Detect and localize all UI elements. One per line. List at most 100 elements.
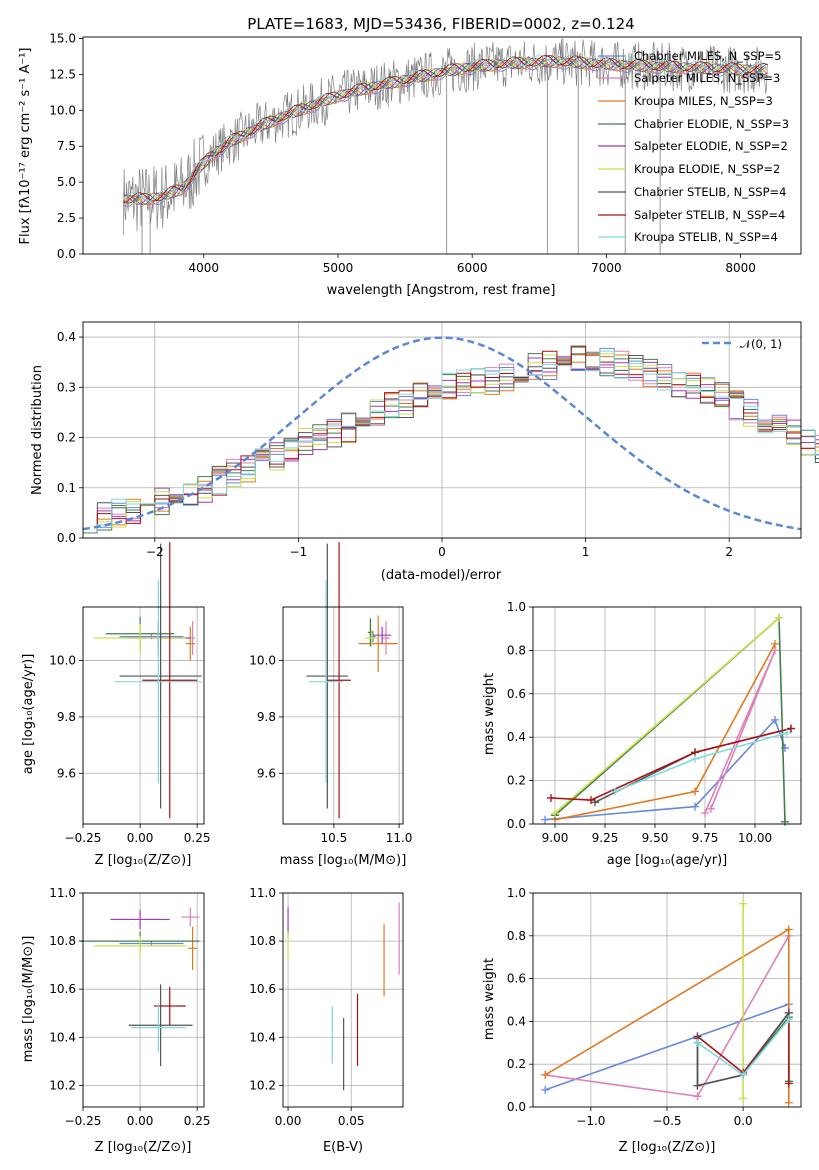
legend-entry: Chabrier MILES, N_SSP=5 — [634, 49, 781, 63]
y-tick-label: 0.6 — [507, 687, 526, 701]
axes-frame — [532, 892, 802, 1108]
weight-marker-salpeter_stelib — [547, 793, 555, 802]
y-tick-label: 5.0 — [57, 175, 76, 189]
y-tick-label: 2.5 — [57, 211, 76, 225]
axes-frame — [282, 892, 404, 1108]
axes-frame — [82, 36, 802, 255]
spectrum-xlabel: wavelength [Angstrom, rest frame] — [327, 283, 556, 298]
y-tick-label: 0.0 — [507, 817, 526, 831]
model-line-chabrier_miles — [123, 58, 768, 208]
spectrum-ylabel: Flux [fλ10⁻¹⁷ erg cm⁻² s⁻¹ A⁻¹] — [18, 48, 33, 245]
residuals-xlabel: (data-model)/error — [381, 568, 502, 583]
weight-line-chabrier_miles — [544, 718, 786, 821]
x-tick-label: 9.50 — [642, 831, 669, 845]
y-tick-label: 9.8 — [57, 710, 76, 724]
x-tick-label: 10.5 — [321, 831, 348, 845]
residual-hist-chabrier_stelib — [83, 353, 819, 534]
weight-marker-kroupa_stelib — [783, 728, 791, 737]
x-tick-label: 11.0 — [386, 831, 413, 845]
legend-entry: Salpeter STELIB, N_SSP=4 — [634, 208, 785, 222]
weight-marker-chabrier_elodie — [781, 817, 789, 826]
x-tick-label: 0.0 — [734, 1114, 753, 1128]
axes-frame — [282, 606, 404, 825]
y-tick-label: 7.5 — [57, 139, 76, 153]
y-tick-label: 10.2 — [249, 1078, 276, 1092]
x-tick-label: −0.25 — [65, 1114, 102, 1128]
axes-layer: 4000 5000 6000 7000 80000.02.55.07.510.012.5… — [49, 31, 802, 1128]
residual-hist-chabrier_miles — [83, 347, 819, 534]
legend-entry: Kroupa ELODIE, N_SSP=2 — [634, 162, 780, 176]
massZ-xlabel: Z [log₁₀(Z/Z⊙)] — [95, 1140, 192, 1155]
y-tick-label: 10.6 — [249, 982, 276, 996]
x-tick-label: 9.25 — [592, 831, 619, 845]
x-tick-label: 10.00 — [738, 831, 772, 845]
weight-marker-kroupa_stelib — [739, 1070, 748, 1079]
x-tick-label: 6000 — [457, 261, 488, 275]
grid-layer — [82, 322, 801, 1108]
y-tick-label: 0.0 — [507, 1100, 526, 1114]
weight-line-salpeter_stelib — [550, 727, 792, 801]
weight-marker-chabrier_miles — [691, 802, 699, 811]
legend-entry: Kroupa MILES, N_SSP=3 — [634, 94, 773, 108]
x-tick-label: 9.00 — [542, 831, 569, 845]
x-tick-label: 8000 — [725, 261, 756, 275]
x-tick-label: 2 — [725, 545, 733, 559]
x-tick-label: 0 — [438, 545, 446, 559]
weight-marker-chabrier_miles — [541, 1085, 550, 1094]
y-tick-label: 11.0 — [49, 886, 76, 900]
y-tick-label: 10.4 — [249, 1030, 276, 1044]
y-tick-label: 10.4 — [49, 1030, 76, 1044]
y-tick-label: 0.2 — [507, 774, 526, 788]
x-tick-label: 9.75 — [692, 831, 719, 845]
normal-curve — [82, 336, 802, 531]
residuals-legend: 𝒩(0, 1) — [702, 337, 782, 351]
x-tick-label: 7000 — [591, 261, 622, 275]
legend-entry: Chabrier STELIB, N_SSP=4 — [634, 185, 786, 199]
weight-line-chabrier_stelib — [696, 1012, 790, 1087]
weight-marker-kroupa_miles — [784, 925, 793, 934]
y-tick-label: 0.4 — [507, 1014, 526, 1028]
ageZ-xlabel: Z [log₁₀(Z/Z⊙)] — [95, 853, 192, 868]
y-tick-label: 9.8 — [257, 710, 276, 724]
y-tick-label: 9.6 — [257, 766, 276, 780]
data-layer — [80, 37, 819, 1107]
weight-marker-kroupa_stelib — [691, 754, 699, 763]
x-tick-label: −1 — [290, 545, 308, 559]
y-tick-label: 0.1 — [57, 481, 76, 495]
model-line-chabrier_stelib — [123, 54, 768, 204]
y-tick-label: 10.6 — [49, 982, 76, 996]
residual-hist-salpeter_elodie — [83, 357, 819, 534]
model-line-chabrier_elodie — [123, 57, 768, 206]
y-tick-label: 10.2 — [49, 1078, 76, 1092]
weight-marker-kroupa_stelib — [693, 1038, 702, 1047]
wZ-xlabel: Z [log₁₀(Z/Z⊙)] — [619, 1140, 716, 1155]
residual-hist-kroupa_stelib — [83, 350, 819, 534]
weight-line-chabrier_miles — [544, 1003, 790, 1091]
ageMass-xlabel: mass [log₁₀(M/M⊙)] — [280, 853, 407, 868]
x-tick-label: 0.25 — [184, 831, 211, 845]
legend-entry: Salpeter ELODIE, N_SSP=2 — [634, 139, 788, 153]
x-tick-label: −1.0 — [576, 1114, 605, 1128]
axes-frame — [532, 606, 802, 825]
legend-entry: Salpeter MILES, N_SSP=3 — [634, 71, 780, 85]
residuals-ylabel: Normed distribution — [30, 365, 45, 495]
weight-marker-kroupa_miles — [771, 639, 779, 648]
weight-marker-kroupa_elodie — [739, 899, 748, 908]
x-tick-label: 0.25 — [184, 1114, 211, 1128]
x-tick-label: 5000 — [323, 261, 354, 275]
x-tick-label: 1 — [582, 545, 590, 559]
model-line-kroupa_stelib — [122, 54, 768, 202]
model-line-kroupa_elodie — [122, 55, 768, 205]
x-tick-label: 0.00 — [127, 1114, 154, 1128]
weight-marker-salpeter_stelib — [587, 796, 595, 805]
wZ-ylabel: mass weight — [482, 958, 497, 1040]
weight-marker-salpeter_miles — [701, 809, 709, 818]
x-tick-label: 0.00 — [127, 831, 154, 845]
residual-hist-chabrier_elodie — [83, 346, 819, 534]
spectrum-legend: Chabrier MILES, N_SSP=5 Salpeter MILES, … — [634, 49, 789, 244]
x-tick-label: −2 — [146, 545, 164, 559]
x-tick-label: −0.25 — [65, 831, 102, 845]
y-tick-label: 10.0 — [49, 103, 76, 117]
y-tick-label: 15.0 — [49, 31, 76, 45]
